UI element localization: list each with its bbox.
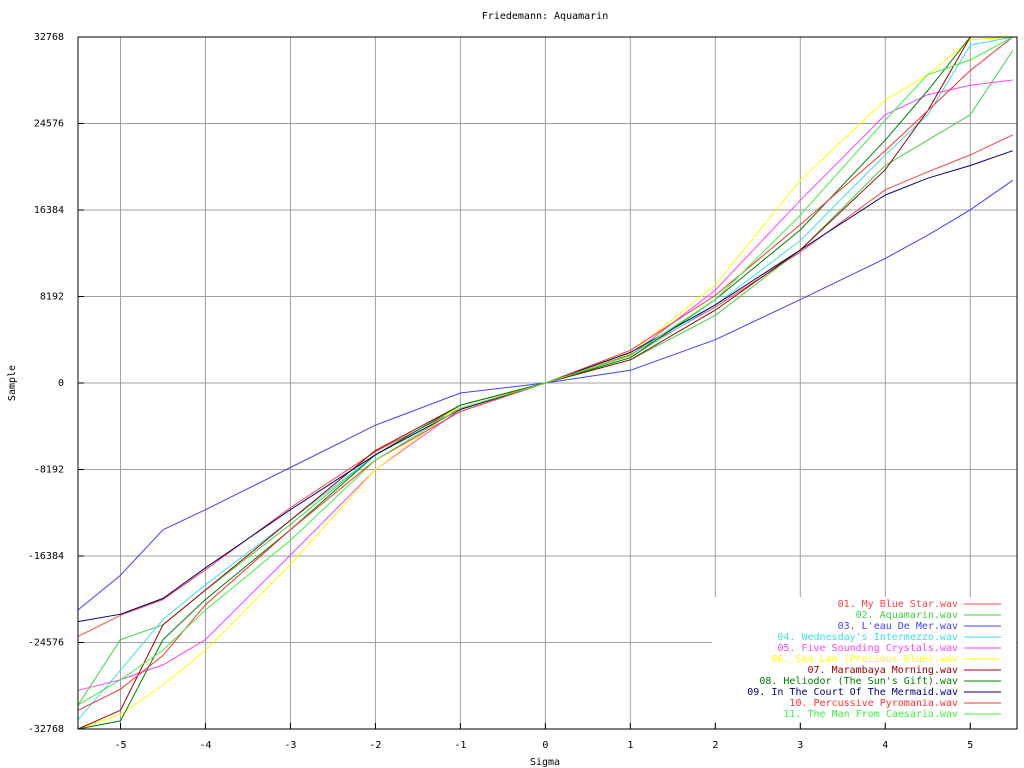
x-tick-label: 2 <box>712 740 718 751</box>
legend-label: 01. My Blue Star.wav <box>838 599 958 610</box>
y-tick-label: -24576 <box>28 638 64 649</box>
x-tick-label: 4 <box>882 740 888 751</box>
y-tick-label: -32768 <box>28 724 64 735</box>
x-tick-label: 3 <box>797 740 803 751</box>
y-tick-label: -8192 <box>34 465 64 476</box>
legend-label: 06. Sea Lan (Precious Blue).wav <box>771 654 958 665</box>
x-tick-label: 5 <box>967 740 973 751</box>
y-axis-label: Sample <box>7 365 18 401</box>
y-tick-label: 24576 <box>34 119 64 130</box>
y-tick-label: 0 <box>58 378 64 389</box>
x-tick-label: -3 <box>284 740 296 751</box>
x-axis-label: Sigma <box>530 757 560 768</box>
legend-label: 02. Aquamarin.wav <box>856 610 958 621</box>
legend-label: 03. L'eau De Mer.wav <box>838 621 958 632</box>
legend-label: 04. Wednesday's Intermezzo.wav <box>777 632 958 643</box>
x-tick-label: -5 <box>114 740 126 751</box>
plot-lines <box>77 36 1014 730</box>
chart-title: Friedemann: Aquamarin <box>482 11 608 22</box>
legend-label: 10. Percussive Pyromania.wav <box>789 698 958 709</box>
legend-label: 07. Marambaya Morning.wav <box>807 665 958 676</box>
x-tick-label: 1 <box>627 740 633 751</box>
plot-frame <box>77 36 1018 730</box>
y-tick-label: -16384 <box>28 551 64 562</box>
legend-label: 05. Five Sounding Crystals.wav <box>777 643 958 654</box>
legend-label: 08. Heliodor (The Sun's Gift).wav <box>759 676 958 687</box>
legend-label: 11. The Man From Caesaria.wav <box>783 709 958 720</box>
legend-label: 09. In The Court Of The Mermaid.wav <box>747 687 958 698</box>
x-tick-label: -1 <box>454 740 466 751</box>
x-tick-label: -4 <box>199 740 211 751</box>
y-tick-label: 16384 <box>34 205 64 216</box>
y-tick-label: 32768 <box>34 32 64 43</box>
series-line <box>77 36 1014 706</box>
y-tick-label: 8192 <box>40 292 64 303</box>
x-tick-label: -2 <box>369 740 381 751</box>
x-tick-label: 0 <box>542 740 548 751</box>
